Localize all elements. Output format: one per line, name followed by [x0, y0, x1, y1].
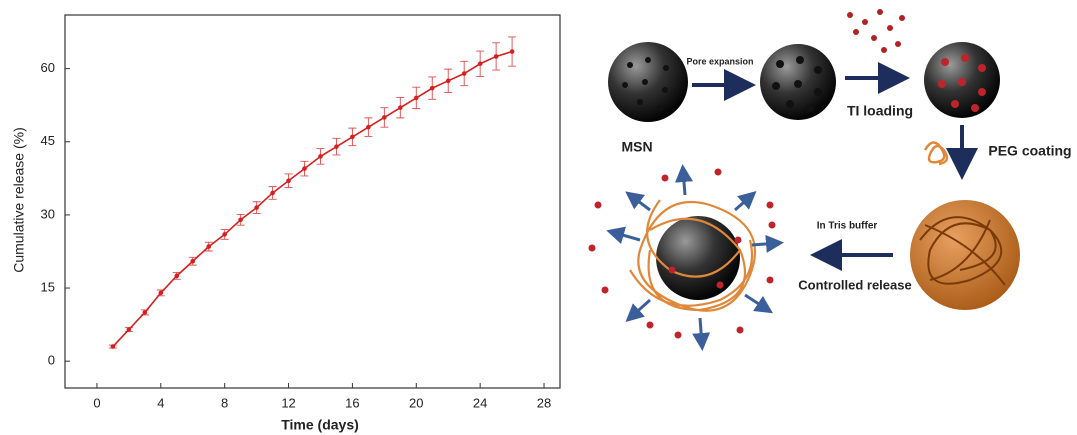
data-point [126, 327, 132, 332]
data-point [493, 54, 499, 59]
x-tick-label: 20 [409, 395, 423, 410]
x-tick-label: 24 [473, 395, 487, 410]
x-tick-label: 12 [281, 395, 295, 410]
data-point [190, 258, 196, 264]
drug-molecules [847, 9, 905, 53]
data-point [509, 49, 515, 54]
data-point [270, 190, 275, 196]
peg-strands [629, 199, 757, 312]
x-tick-label: 28 [537, 395, 551, 410]
y-tick-label: 45 [41, 133, 55, 148]
released-drug [588, 168, 776, 339]
pores [622, 57, 669, 111]
data-point [318, 154, 323, 159]
data-point [174, 273, 180, 279]
step-label: TI loading [847, 103, 913, 119]
x-tick-label: 0 [93, 395, 100, 410]
release-arrows [606, 164, 784, 351]
plot-area: 0 4 8 12 16 20 24 28 0 15 30 45 60 [41, 36, 551, 410]
data-point [222, 232, 227, 237]
data-point [413, 95, 419, 101]
data-point [158, 290, 164, 296]
plot-frame [64, 14, 561, 389]
x-tick-label: 16 [345, 395, 359, 410]
data-point [398, 105, 403, 110]
step-label: PEG coating [988, 143, 1071, 159]
data-point [445, 78, 451, 84]
data-point [302, 166, 307, 171]
loaded-drug [938, 54, 986, 112]
y-tick-label: 15 [41, 279, 55, 294]
data-point [477, 61, 483, 67]
data-point [286, 178, 291, 184]
pores [772, 56, 822, 112]
data-point [142, 310, 148, 315]
data-point [366, 124, 371, 130]
data-point [110, 344, 116, 349]
x-axis-label: Time (days) [281, 417, 359, 433]
y-tick-label: 0 [48, 353, 55, 368]
x-tick-label: 8 [221, 395, 228, 410]
data-point [382, 115, 387, 120]
x-tick-label: 4 [157, 395, 164, 410]
data-point [206, 244, 212, 249]
coated-sphere [910, 200, 1020, 310]
peg-icon [923, 141, 949, 166]
step-label: Pore expansion [686, 56, 753, 66]
y-tick-label: 60 [41, 60, 55, 75]
data-point [429, 85, 435, 91]
y-axis-label: Cumulative release (%) [11, 127, 27, 273]
diagram: Pore expansion TI loading MSN PEG coatin… [588, 9, 1072, 351]
data-point [334, 144, 339, 149]
y-tick-label: 30 [41, 206, 55, 221]
data-point [238, 217, 243, 223]
peg-strands [919, 216, 1006, 286]
release-sphere [656, 216, 740, 300]
step-label: Controlled release [798, 277, 911, 292]
step-label: In Tris buffer [817, 221, 878, 232]
data-point [350, 134, 355, 140]
step-label: MSN [621, 139, 652, 155]
series-line [112, 50, 513, 348]
data-point [461, 71, 467, 76]
data-point [254, 205, 259, 210]
